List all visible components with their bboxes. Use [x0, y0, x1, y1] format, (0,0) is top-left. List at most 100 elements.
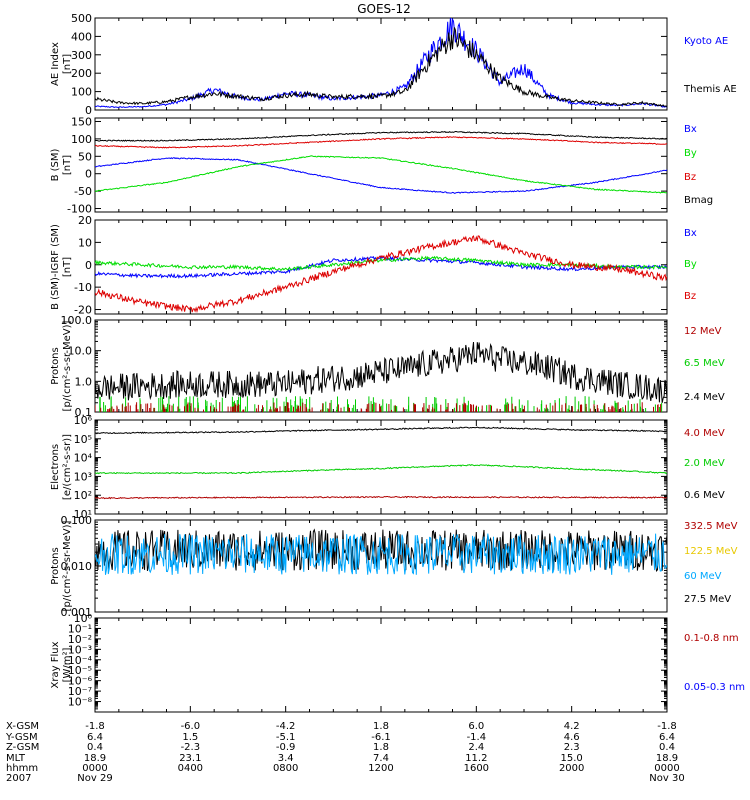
y-tick-label: 10⁰ [74, 612, 93, 625]
y-axis-label-line: B (SM)-IGRF (SM) [50, 224, 61, 310]
ephemeris-value: 23.1 [179, 753, 201, 764]
y-tick-label: 10 [78, 236, 92, 249]
y-axis-label-line: Protons [50, 547, 61, 584]
ephemeris-value: 6.4 [659, 732, 675, 743]
legend-entry: 2.4 MeV [684, 392, 725, 403]
y-tick-label: 200 [71, 67, 92, 80]
series-bz [95, 235, 667, 314]
ephemeris-value: Nov 30 [649, 773, 684, 784]
y-tick-label: 0.1 [75, 406, 93, 419]
y-axis-label: B (SM)[nT] [50, 148, 73, 181]
ephemeris-value: 4.6 [564, 732, 580, 743]
ephemeris-value: 1.5 [182, 732, 198, 743]
ephemeris-label: X-GSM [6, 721, 39, 732]
ephemeris-label: MLT [6, 753, 26, 764]
ephemeris-value: 1.8 [373, 742, 389, 753]
legend-entry: 0.05-0.3 nm [684, 682, 745, 693]
ephemeris-value: 2.3 [564, 742, 580, 753]
y-tick-label: 100 [71, 86, 92, 99]
y-tick-label: 1.0 [75, 375, 93, 388]
plot-area [95, 341, 667, 412]
ephemeris-label: 2007 [6, 773, 31, 784]
panel-frame [94, 617, 668, 713]
series-bx [95, 255, 667, 279]
ephemeris-value: -0.9 [276, 742, 296, 753]
y-tick-label: 10⁻⁵ [68, 664, 92, 677]
y-tick-label: 500 [71, 12, 92, 25]
ephemeris-value: 0.4 [659, 742, 675, 753]
ephemeris-value: 6.0 [468, 721, 484, 732]
series-4-0-mev [95, 495, 667, 500]
legend-entry: 60 MeV [684, 571, 722, 582]
series-60-mev [95, 533, 667, 575]
legend-entry: Themis AE [683, 84, 737, 95]
y-axis-label-line: AE Index [50, 42, 61, 86]
legend-entry: By [684, 259, 697, 270]
y-tick-label: 10⁻² [68, 633, 92, 646]
series-2-0-mev [95, 464, 667, 475]
ephemeris-value: -1.8 [85, 721, 105, 732]
y-axis-label-line: [nT] [62, 257, 73, 277]
y-tick-label: 10⁻⁴ [68, 654, 93, 667]
y-tick-label: 0.010 [61, 560, 93, 573]
y-axis-label-line: [p/(cm²-s-sr-MeV)] [62, 520, 73, 611]
y-tick-label: 10⁴ [74, 452, 93, 465]
legend-entry: Bmag [684, 195, 713, 206]
y-tick-label: 20 [78, 214, 92, 227]
y-tick-label: 10⁻⁸ [68, 696, 93, 709]
ephemeris-value: 0.4 [87, 742, 103, 753]
ephemeris-value: -6.1 [371, 732, 391, 743]
y-tick-label: 10² [74, 489, 92, 502]
legend-entry: 6.5 MeV [684, 358, 725, 369]
y-axis-label: Protons[p/(cm²-s-sr-MeV)] [50, 320, 73, 411]
plot-area [95, 426, 667, 500]
legend-entry: 122.5 MeV [684, 546, 738, 557]
y-axis-label-line: B (SM) [50, 148, 61, 181]
y-axis-label: AE Index[nT] [50, 42, 73, 86]
legend-entry: 0.1-0.8 nm [684, 633, 739, 644]
y-tick-label: 10⁶ [74, 414, 93, 427]
chart-title: GOES-12 [357, 2, 411, 16]
ephemeris-value: 1.8 [373, 721, 389, 732]
series-12-mev [95, 402, 662, 412]
y-tick-label: -20 [74, 304, 92, 317]
y-tick-label: 50 [78, 150, 92, 163]
y-axis-label: Electrons[e/(cm²-s-sr)] [50, 434, 73, 500]
legend-entry: Bx [684, 228, 697, 239]
y-axis-label: Xray Flux[W/m²] [50, 641, 73, 688]
panel-frame [94, 419, 668, 515]
y-tick-label: 0.100 [61, 514, 93, 527]
legend-entry: 332.5 MeV [684, 521, 738, 532]
y-axis-label: Protons[p/(cm²-s-sr-MeV)] [50, 520, 73, 611]
ephemeris-value: 0400 [178, 763, 203, 774]
y-tick-label: 0.001 [61, 606, 93, 619]
ephemeris-value: 18.9 [84, 753, 106, 764]
y-axis-label: B (SM)-IGRF (SM)[nT] [50, 224, 73, 310]
ephemeris-value: -6.0 [181, 721, 201, 732]
plot-area [95, 131, 667, 194]
ephemeris-value: 0800 [273, 763, 298, 774]
legend-entry: Bx [684, 124, 697, 135]
ephemeris-value: Nov 29 [77, 773, 112, 784]
y-tick-label: 10⁵ [74, 433, 92, 446]
panel-protons: 100.010.01.00.1Protons[p/(cm²-s-sr-MeV)]… [50, 314, 725, 419]
y-tick-label: 10¹ [74, 508, 92, 521]
ephemeris-label: Y-GSM [5, 732, 38, 743]
y-tick-label: 400 [71, 30, 92, 43]
ephemeris-value: -1.8 [657, 721, 677, 732]
ephemeris-value: 3.4 [278, 753, 294, 764]
ephemeris-value: 6.4 [87, 732, 103, 743]
y-axis-label-line: [p/(cm²-s-sr-MeV)] [62, 320, 73, 411]
ephemeris-value: -5.1 [276, 732, 296, 743]
y-tick-label: 10⁻⁷ [68, 685, 92, 698]
plot-area [95, 528, 667, 575]
y-tick-label: -50 [74, 185, 92, 198]
series-bmag [95, 131, 667, 142]
ephemeris-value: 18.9 [656, 753, 678, 764]
y-axis-label-line: [nT] [62, 54, 73, 74]
panel-hprotons: 0.1000.0100.001Protons[p/(cm²-s-sr-MeV)]… [50, 514, 738, 619]
y-tick-label: -10 [74, 281, 92, 294]
series-bz [95, 136, 667, 149]
plot-area [95, 235, 667, 314]
